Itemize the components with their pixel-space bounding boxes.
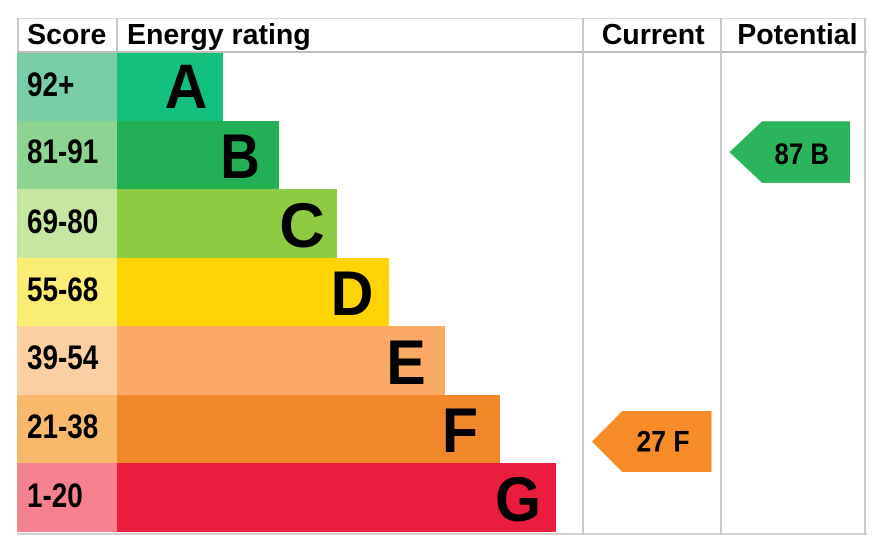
svg-text:87 B: 87 B <box>775 138 830 171</box>
svg-text:27 F: 27 F <box>637 426 690 459</box>
